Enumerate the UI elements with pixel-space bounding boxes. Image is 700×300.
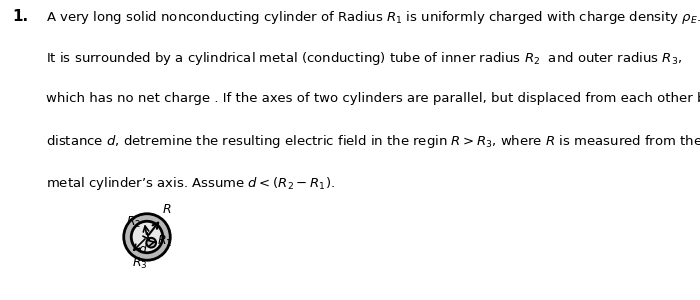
- Circle shape: [146, 238, 156, 247]
- Text: 1.: 1.: [13, 9, 29, 24]
- Text: $R_3$: $R_3$: [132, 256, 147, 271]
- Text: $d$: $d$: [138, 242, 148, 256]
- Text: which has no net charge . If the axes of two cylinders are parallel, but displac: which has no net charge . If the axes of…: [46, 92, 700, 105]
- Circle shape: [124, 214, 170, 260]
- Text: It is surrounded by a cylindrical metal (conducting) tube of inner radius $R_2$ : It is surrounded by a cylindrical metal …: [46, 50, 682, 68]
- Circle shape: [132, 221, 162, 253]
- Text: distance $d$, detremine the resulting electric field in the regin $R > R_3$, whe: distance $d$, detremine the resulting el…: [46, 133, 700, 150]
- Text: A very long solid nonconducting cylinder of Radius $R_1$ is uniformly charged wi: A very long solid nonconducting cylinder…: [46, 9, 700, 26]
- Text: $R_2$: $R_2$: [126, 215, 141, 230]
- Text: $R$: $R$: [162, 203, 172, 216]
- Text: $R_1$: $R_1$: [157, 234, 172, 249]
- Text: metal cylinder’s axis. Assume $d < (R_2 - R_1)$.: metal cylinder’s axis. Assume $d < (R_2 …: [46, 175, 335, 192]
